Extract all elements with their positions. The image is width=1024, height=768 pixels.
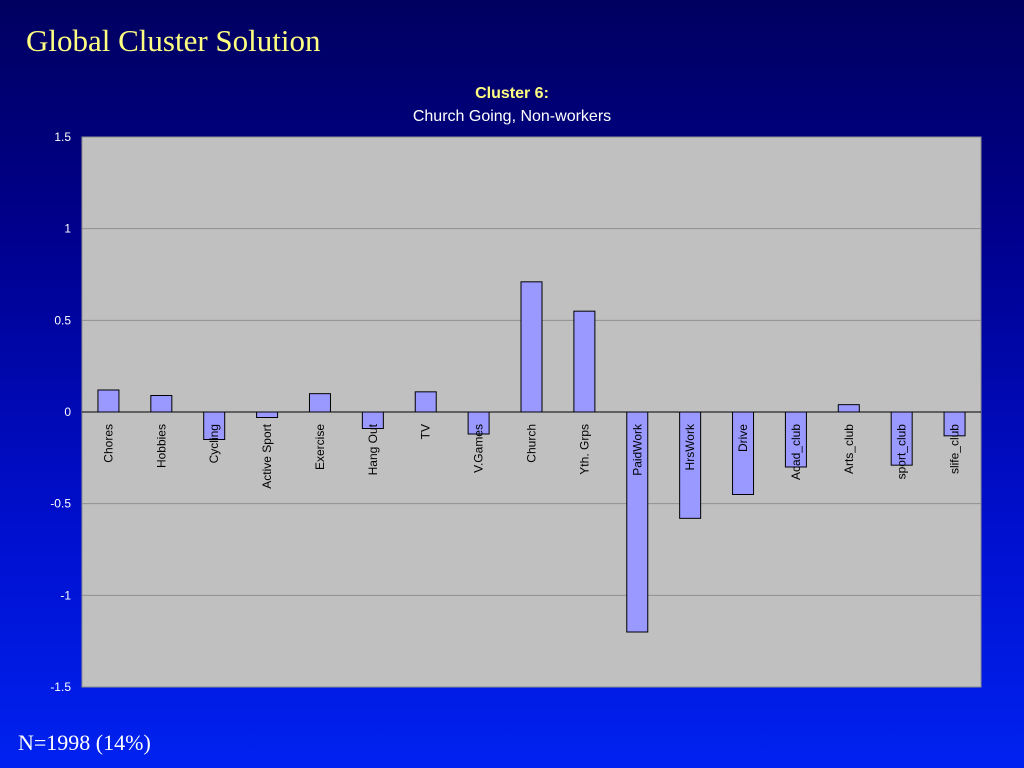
y-tick-label: 0.5 bbox=[54, 313, 71, 327]
y-tick-label: -0.5 bbox=[50, 497, 71, 511]
x-tick-label: Arts_club bbox=[842, 424, 856, 474]
bar-tv bbox=[414, 391, 437, 413]
x-tick-label: HrsWork bbox=[683, 423, 697, 470]
slide-title: Global Cluster Solution bbox=[26, 23, 321, 58]
x-tick-label: Exercise bbox=[313, 424, 327, 470]
x-tick-label: Cycling bbox=[207, 424, 221, 463]
x-tick-label: sport_club bbox=[895, 424, 909, 480]
x-tick-label: Hobbies bbox=[154, 424, 168, 468]
bar-church bbox=[520, 281, 543, 413]
bar-chores bbox=[97, 389, 120, 413]
x-tick-label: Active Sport bbox=[260, 423, 274, 488]
y-tick-label: -1 bbox=[60, 588, 71, 602]
bar-yth-grps bbox=[573, 310, 596, 413]
bar-active-sport bbox=[256, 411, 279, 418]
x-tick-label: Yth. Grps bbox=[577, 424, 591, 475]
y-axis: 1.5 1 0.5 0 -0.5 -1 -1.5 bbox=[50, 130, 71, 694]
x-tick-label: Hang Out bbox=[366, 423, 380, 475]
x-tick-label: slife_club bbox=[948, 424, 962, 474]
chart-title: Cluster 6: bbox=[475, 85, 549, 102]
x-tick-label: Church bbox=[525, 424, 539, 463]
bar-arts-club bbox=[837, 404, 860, 413]
bar-exercise bbox=[308, 393, 331, 413]
y-tick-label: 1.5 bbox=[54, 130, 71, 144]
x-tick-label: PaidWork bbox=[630, 423, 644, 476]
chart-subtitle: Church Going, Non-workers bbox=[413, 108, 611, 125]
x-axis: Chores Hobbies Cycling Active Sport Exercise… bbox=[82, 411, 981, 489]
bar-hobbies bbox=[150, 395, 173, 413]
x-tick-label: V.Games bbox=[472, 424, 486, 473]
x-tick-label: Chores bbox=[101, 424, 115, 463]
x-tick-label: Drive bbox=[736, 424, 750, 452]
y-tick-label: 1 bbox=[64, 222, 71, 236]
x-tick-label: TV bbox=[419, 424, 433, 439]
y-tick-label: 0 bbox=[64, 405, 71, 419]
y-tick-label: -1.5 bbox=[50, 680, 71, 694]
sample-size-note: N=1998 (14%) bbox=[18, 730, 151, 755]
x-tick-label: Acad_club bbox=[789, 424, 803, 480]
